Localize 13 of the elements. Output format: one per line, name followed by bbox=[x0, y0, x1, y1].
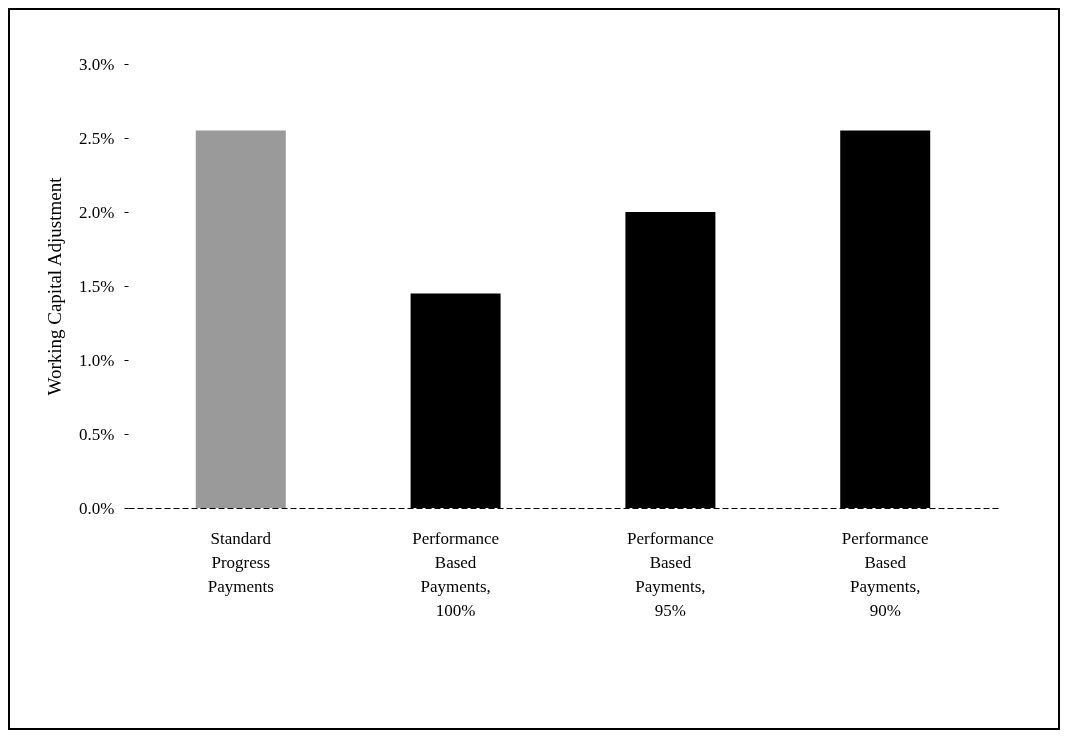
x-tick-label: Standard Progress Payments bbox=[207, 528, 274, 596]
y-tick-label: 1.0% bbox=[79, 350, 115, 370]
y-tick-label: 2.0% bbox=[79, 202, 115, 222]
y-tick-label: 2.5% bbox=[79, 128, 115, 148]
y-tick-label: 0.0% bbox=[79, 498, 115, 518]
bar bbox=[195, 130, 286, 508]
y-tick-label: 0.5% bbox=[79, 424, 115, 444]
x-tick-label: Performance Based Payments, 90% bbox=[841, 528, 929, 620]
x-tick-label: Performance Based Payments, 100% bbox=[412, 528, 500, 620]
x-tick-label: Performance Based Payments, 95% bbox=[626, 528, 714, 620]
y-tick-label: 3.0% bbox=[79, 54, 115, 74]
y-axis-title: Working Capital Adjustment bbox=[44, 176, 66, 396]
y-tick-label: 1.5% bbox=[79, 276, 115, 296]
